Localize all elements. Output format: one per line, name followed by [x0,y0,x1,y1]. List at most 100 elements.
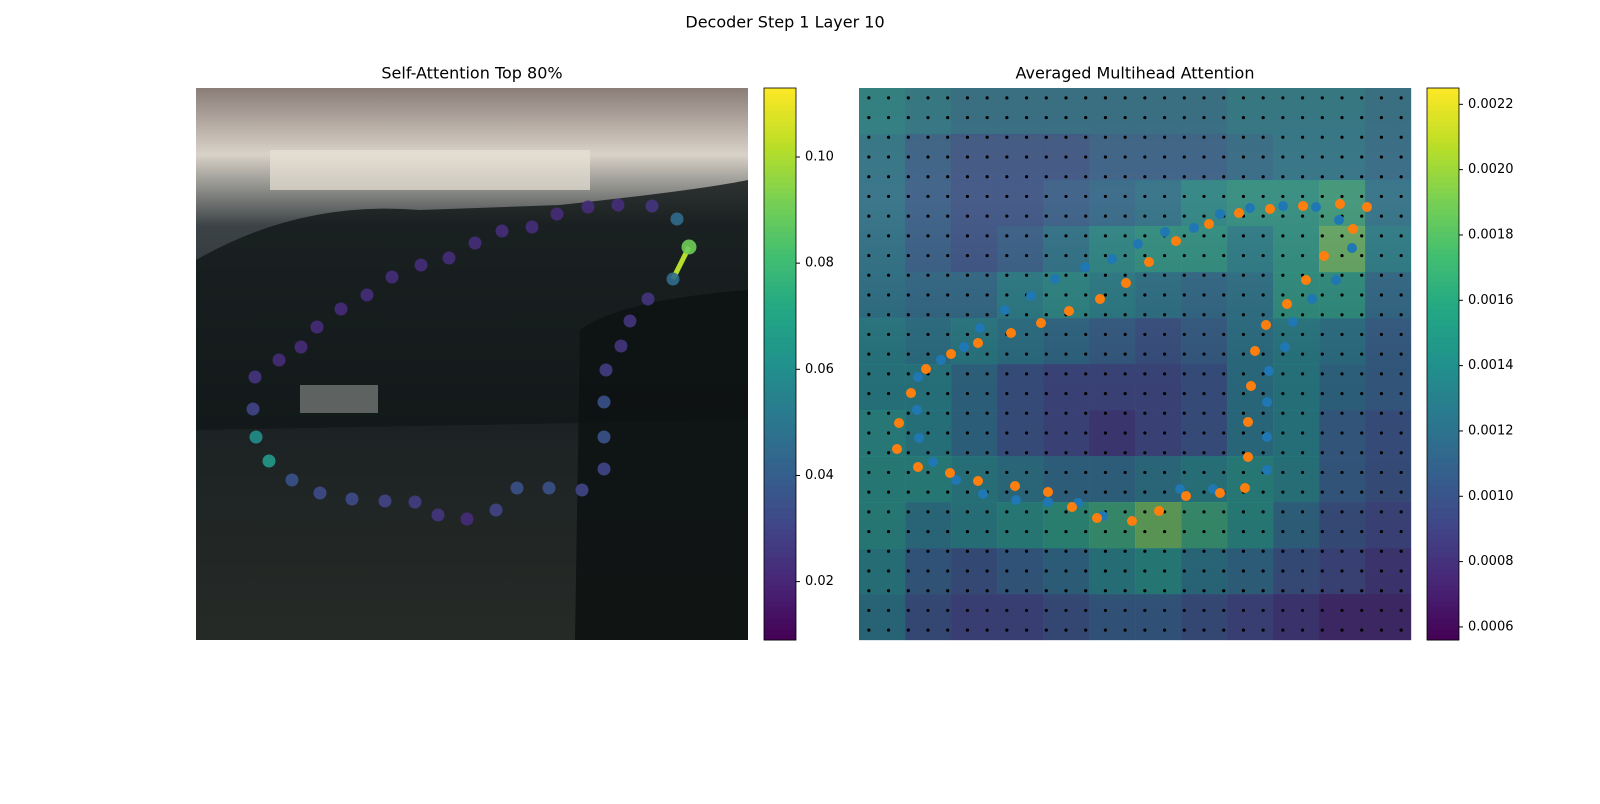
grid-dot [1399,411,1403,415]
heatmap-cell [1089,88,1136,135]
colorbar-segment [764,584,796,591]
heatmap-cell [859,502,906,549]
grid-dot [1360,411,1364,415]
attention-point [623,314,637,328]
colorbar-segment [764,535,796,542]
colorbar-segment [764,358,796,365]
grid-dot [1103,352,1108,356]
grid-dot [906,372,910,376]
grid-dot [906,510,910,514]
heatmap-cell [1089,318,1136,365]
colorbar-segment [1427,88,1459,95]
heatmap-cell [1227,548,1274,595]
grid-dot [1320,332,1324,337]
grid-dot [1320,391,1324,396]
grid-dot [1222,155,1226,159]
grid-dot [1162,313,1167,317]
grid-dot [867,372,871,376]
grid-dot [886,372,891,376]
grid-dot [965,549,970,553]
grid-dot [1005,490,1009,494]
colorbar-tick-label: 0.0010 [1468,489,1514,504]
colorbar-tick-label: 0.0012 [1468,423,1514,438]
point [1121,278,1131,288]
colorbar-segment [1427,159,1459,166]
grid-dot [1143,589,1147,593]
grid-dot [1241,411,1246,415]
colorbar-segment [764,468,796,475]
grid-dot [1320,529,1324,534]
grid-dot [1379,431,1384,435]
colorbar-tick-label: 0.02 [805,574,834,589]
grid-dot [1182,273,1186,277]
grid-dot [867,253,871,258]
heatmap-cell [1365,180,1412,227]
grid-dot [926,332,930,337]
grid-dot [906,293,910,297]
grid-dot [1044,529,1048,534]
point [1245,203,1255,213]
grid-dot [1261,234,1265,238]
colorbar-segment [764,314,796,321]
point [906,388,916,398]
colorbar-segment [1427,181,1459,188]
grid-dot [1300,372,1305,376]
grid-dot [1222,352,1226,356]
grid-dot [985,313,989,317]
colorbar-segment [1427,104,1459,111]
grid-dot [1103,96,1108,100]
grid-dot [1202,352,1206,356]
grid-dot [1379,313,1384,317]
colorbar-segment [764,220,796,227]
grid-dot [1143,214,1147,218]
heatmap-cell [1089,364,1136,411]
grid-dot [1162,253,1167,258]
heatmap-cell [1089,226,1136,273]
grid-dot [1222,628,1226,632]
grid-dot [1044,549,1048,553]
grid-dot [1123,549,1127,553]
grid-dot [926,470,930,475]
heatmap-cell [1273,134,1320,181]
grid-dot [1064,352,1068,356]
grid-dot [906,313,910,317]
colorbar-segment [1427,297,1459,304]
grid-dot [1300,549,1305,553]
grid-dot [1143,628,1147,632]
colorbar-segment [1427,308,1459,315]
colorbar-segment [764,623,796,630]
grid-dot [1103,470,1108,475]
colorbar-segment [764,446,796,453]
grid-dot [1103,549,1108,553]
point [1189,223,1199,233]
colorbar-segment [1427,231,1459,238]
colorbar-segment [1427,601,1459,608]
grid-dot [1202,293,1206,297]
grid-dot [926,431,930,435]
grid-dot [1241,529,1246,534]
grid-dot [1320,608,1324,613]
grid-dot [1399,135,1403,139]
colorbar-segment [764,126,796,133]
heatmap-cell [1135,226,1182,273]
grid-dot [1024,175,1029,179]
grid-dot [867,352,871,356]
grid-dot [1202,155,1206,159]
grid-dot [1064,253,1068,258]
grid-dot [1123,431,1127,435]
grid-dot [985,451,989,455]
colorbar-segment [1427,110,1459,117]
grid-dot [1024,510,1029,514]
grid-dot [906,490,910,494]
colorbar-segment [764,226,796,233]
grid-dot [867,608,871,613]
grid-dot [1360,293,1364,297]
point [912,405,922,415]
grid-dot [1202,470,1206,475]
grid-dot [1182,510,1186,514]
colorbar-tick-label: 0.0018 [1468,227,1514,242]
colorbar-segment [764,231,796,238]
colorbar-segment [1427,590,1459,597]
colorbar-segment [1427,121,1459,128]
heatmap-cell [997,502,1044,549]
